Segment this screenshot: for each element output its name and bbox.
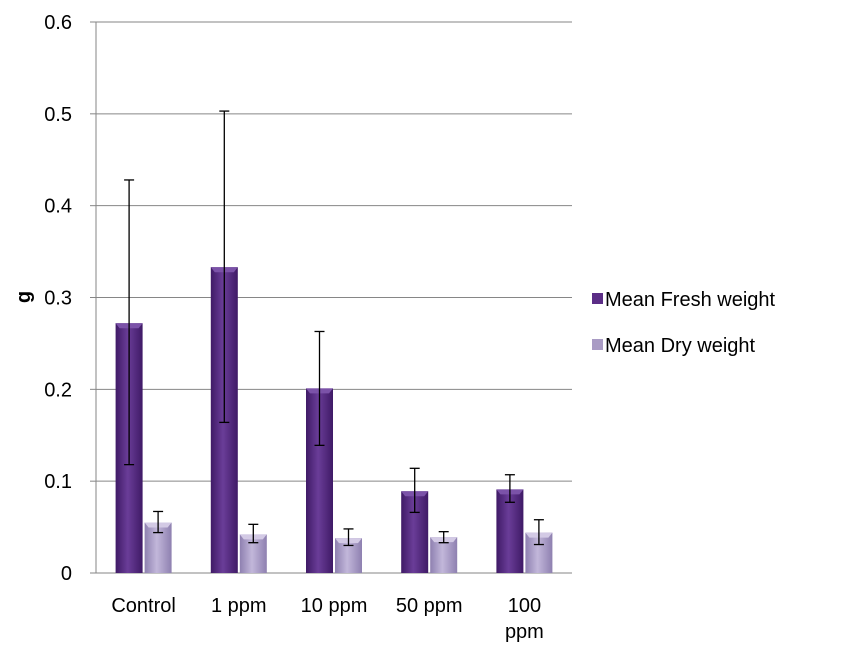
y-tick-label: 0.4 [44, 196, 72, 218]
error-bars [124, 110, 544, 547]
y-tick-label: 0.3 [44, 288, 72, 310]
x-tick-label: ppm [505, 621, 544, 643]
tick-labels: 0 0.1 0.2 0.3 0.4 0.5 0.6 Control 1 ppm 10 ppm 50 … [44, 12, 544, 643]
y-tick-label: 0.1 [44, 471, 72, 493]
x-tick-label: 1 ppm [211, 595, 267, 617]
bars [115, 267, 553, 573]
axes [90, 21, 572, 574]
bar-fresh-weight [496, 489, 524, 573]
legend-label: Mean Dry weight [605, 335, 756, 357]
x-tick-label: 50 ppm [396, 595, 463, 617]
y-tick-label: 0.6 [44, 12, 72, 34]
legend-label: Mean Fresh weight [605, 289, 776, 311]
x-tick-label: 100 [508, 595, 541, 617]
y-axis-title: g [13, 291, 35, 303]
x-tick-label: 10 ppm [301, 595, 368, 617]
y-tick-label: 0.2 [44, 379, 72, 401]
legend: Mean Fresh weight Mean Dry weight [592, 289, 776, 357]
y-tick-label: 0 [61, 563, 72, 585]
legend-swatch [592, 339, 603, 350]
gridlines [96, 21, 572, 482]
x-tick-label: Control [111, 595, 175, 617]
legend-swatch [592, 293, 603, 304]
y-tick-label: 0.5 [44, 104, 72, 126]
